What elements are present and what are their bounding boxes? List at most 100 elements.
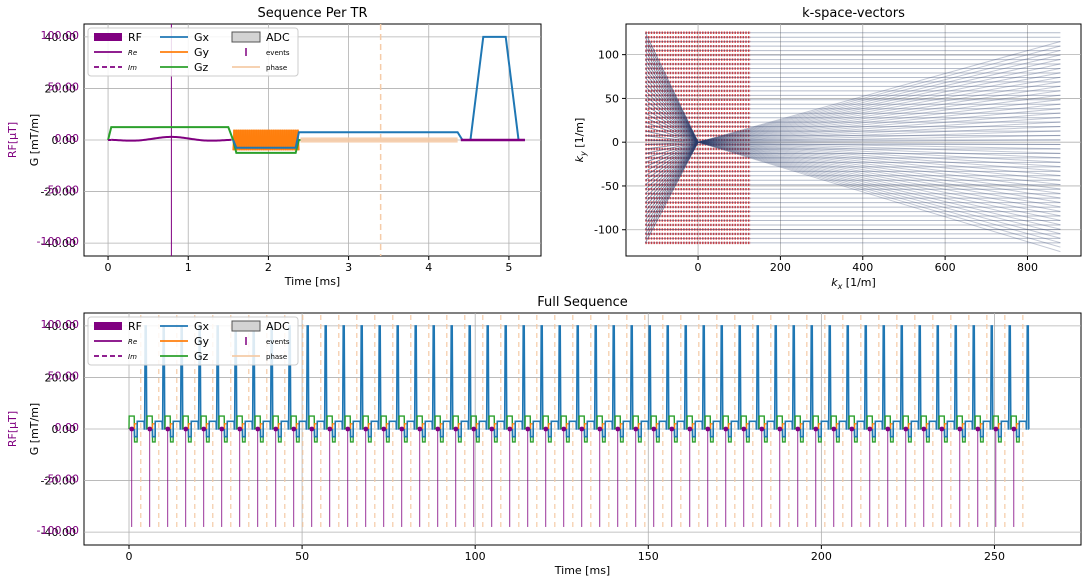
x-tick-label: 3 <box>345 261 352 274</box>
tr-repetition <box>650 313 670 527</box>
tr-repetition <box>776 313 796 527</box>
tr-chart: 0 1 2 3 4 5 40.00 20.00 0.00 -20.00 -40.00 100.00 50… <box>6 6 542 288</box>
gx-series <box>889 325 904 438</box>
tr-repetition <box>938 313 958 527</box>
gx-series <box>763 325 778 438</box>
kspace-prephase-line <box>645 103 699 143</box>
kspace-fan-line <box>697 141 1061 235</box>
chart-title: k-space-vectors <box>802 6 905 21</box>
gx-series <box>349 325 364 438</box>
tr-repetition <box>488 313 508 527</box>
rf-pulse-mark <box>129 426 135 432</box>
tr-repetition <box>686 313 706 527</box>
x-tick-label: 800 <box>1017 261 1038 274</box>
x-tick-label: 0 <box>105 261 112 274</box>
gx-series <box>1015 325 1030 438</box>
rf-pulse-mark <box>741 426 747 432</box>
rf-pulse-mark <box>507 426 513 432</box>
kspace-fan-line <box>698 141 1061 163</box>
kspace-fan-line <box>697 58 1061 143</box>
kspace-fan-line <box>698 103 1061 143</box>
legend-label: ADC <box>266 31 290 44</box>
rf-tick-label: -50.00 <box>44 473 79 486</box>
kspace-fan-line <box>697 141 1061 221</box>
legend-label: Gz <box>194 350 209 363</box>
g-tick-label: 0.00 <box>52 423 77 436</box>
rf-pulse-mark <box>885 426 891 432</box>
g-tick-label: 0.00 <box>52 134 77 147</box>
gx-series <box>457 325 472 438</box>
kspace-prephase-line <box>645 112 699 143</box>
rf-pulse-mark <box>777 426 783 432</box>
gx-series <box>943 325 958 438</box>
kspace-fan-line <box>698 117 1061 143</box>
kspace-fan-line <box>697 141 1061 244</box>
gx-series <box>295 325 310 438</box>
gx-series <box>727 325 742 438</box>
kspace-chart-frame <box>625 23 1082 257</box>
kspace-fan-line <box>697 90 1061 143</box>
rf-pulse-mark <box>993 426 999 432</box>
tr-repetition <box>848 313 868 527</box>
kspace-prephase-line <box>645 141 699 181</box>
tr-repetition <box>344 313 364 527</box>
x-tick-label: 0 <box>126 550 133 563</box>
tr-repetition <box>398 313 418 527</box>
legend-label: Im <box>128 64 137 72</box>
x-axis-label: Time [ms] <box>554 564 610 577</box>
gx-series <box>475 325 490 438</box>
legend-label: RF <box>128 320 142 333</box>
x-tick-label: 1 <box>185 261 192 274</box>
gx-series <box>907 325 922 438</box>
x-tick-label: 200 <box>770 261 791 274</box>
tr-repetition <box>956 313 976 527</box>
kspace-fan-line <box>698 134 1061 143</box>
kspace-prephase-line <box>645 90 699 143</box>
kspace-prephase-line <box>645 141 699 154</box>
g-axis-label: G [mT/m] <box>28 403 41 455</box>
gx-series <box>799 325 814 438</box>
rf-pulse-mark <box>525 426 531 432</box>
rf-tick-label: -50.00 <box>44 184 79 197</box>
full-chart: 0 50 100 150 200 250 40.00 20.00 0.00 -20.00 -40.0… <box>6 295 1082 577</box>
rf-pulse-mark <box>165 426 171 432</box>
y-tick-label: -50 <box>601 180 619 193</box>
rf-tick-label: 0.00 <box>55 421 80 434</box>
y-axis-label: ky [1/m] <box>573 118 588 163</box>
legend-label: ADC <box>266 320 290 333</box>
kspace-prephase-line <box>645 99 699 143</box>
rf-axis-label: RF[μT] <box>6 411 19 447</box>
tr-repetition <box>290 313 310 527</box>
kspace-fan-line <box>698 112 1061 143</box>
tr-repetition <box>560 313 580 527</box>
rf-tick-label: 0.00 <box>55 132 80 145</box>
rf-pulse-mark <box>939 426 945 432</box>
kspace-fan-line <box>697 141 1061 195</box>
x-tick-label: 5 <box>505 261 512 274</box>
adc-window <box>300 137 458 143</box>
gx-series <box>565 325 580 438</box>
legend-swatch <box>231 31 261 43</box>
x-tick-label: 600 <box>935 261 956 274</box>
rf-pulse-mark <box>1011 426 1017 432</box>
kspace-fan-line <box>697 45 1061 143</box>
gx-series <box>637 325 652 438</box>
gx-series <box>835 325 850 438</box>
gx-series <box>583 325 598 438</box>
tr-repetition <box>866 313 886 527</box>
rf-pulse-mark <box>309 426 315 432</box>
tr-repetition <box>632 313 652 527</box>
kspace-prephase-line <box>645 141 699 150</box>
y-tick-label: -100 <box>594 224 619 237</box>
rf-pulse-mark <box>201 426 207 432</box>
legend-label: Gx <box>194 320 210 333</box>
kspace-prephase-line <box>645 121 699 143</box>
tr-repetition <box>920 313 940 527</box>
rf-pulse-mark <box>183 426 189 432</box>
kspace-fan-line <box>697 81 1061 143</box>
tr-repetition <box>668 313 688 527</box>
kspace-prephase-line <box>644 32 699 143</box>
tr-repetition <box>452 313 472 527</box>
rf-pulse-mark <box>687 426 693 432</box>
